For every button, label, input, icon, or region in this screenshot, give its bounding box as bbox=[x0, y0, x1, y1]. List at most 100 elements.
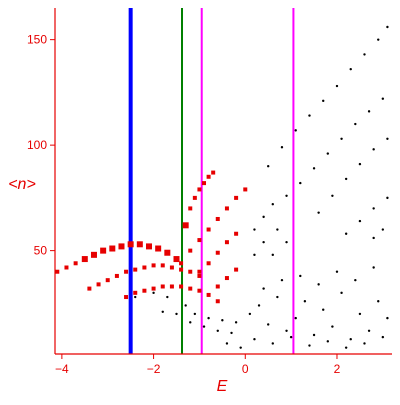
red-square-point bbox=[105, 278, 110, 283]
black-dot-point bbox=[285, 329, 288, 332]
black-dot-point bbox=[358, 219, 362, 223]
black-dot-point bbox=[267, 323, 270, 326]
red-square-point bbox=[160, 263, 165, 268]
red-square-point bbox=[155, 245, 162, 252]
black-dot-point bbox=[372, 266, 375, 269]
black-dot-point bbox=[363, 342, 366, 345]
black-dot-point bbox=[386, 25, 389, 29]
red-square-point bbox=[188, 248, 193, 253]
black-dot-point bbox=[326, 340, 330, 343]
black-dot-point bbox=[253, 228, 256, 231]
black-dot-point bbox=[285, 240, 288, 244]
red-square-point bbox=[169, 284, 174, 289]
black-dot-point bbox=[386, 196, 389, 200]
black-dot-point bbox=[344, 177, 348, 181]
black-dot-point bbox=[262, 287, 265, 290]
black-dot-point bbox=[317, 211, 320, 214]
red-square-point bbox=[142, 265, 147, 270]
red-square-point bbox=[192, 195, 197, 200]
black-dot-point bbox=[248, 312, 252, 316]
black-dot-point bbox=[367, 110, 371, 113]
red-square-point bbox=[124, 295, 129, 300]
red-square-point bbox=[206, 227, 211, 232]
red-square-point bbox=[188, 286, 193, 291]
red-square-point bbox=[87, 286, 92, 291]
red-square-point bbox=[206, 174, 211, 179]
red-square-point bbox=[206, 261, 211, 266]
black-dot-point bbox=[271, 203, 274, 206]
black-dot-point bbox=[294, 316, 297, 320]
red-square-point bbox=[118, 243, 125, 250]
black-dot-point bbox=[271, 342, 274, 345]
red-square-point bbox=[151, 263, 156, 268]
black-dot-point bbox=[367, 329, 371, 332]
red-square-point bbox=[188, 206, 193, 211]
red-square-point bbox=[211, 170, 216, 175]
red-square-point bbox=[109, 245, 116, 252]
red-square-point bbox=[215, 216, 220, 221]
black-dot-point bbox=[166, 295, 169, 299]
black-dot-point bbox=[322, 308, 325, 311]
red-square-point bbox=[234, 267, 239, 272]
red-square-point bbox=[169, 265, 174, 270]
black-dot-point bbox=[234, 321, 238, 324]
red-square-point bbox=[197, 238, 202, 243]
black-dot-point bbox=[280, 278, 284, 282]
black-dot-point bbox=[216, 329, 219, 332]
data-points-layer bbox=[55, 25, 389, 349]
red-square-point bbox=[188, 269, 193, 274]
x-tick-label: 2 bbox=[334, 362, 341, 376]
x-tick-label: −2 bbox=[147, 362, 161, 376]
x-axis-label: E bbox=[217, 378, 228, 395]
black-dot-point bbox=[230, 331, 233, 335]
black-dot-point bbox=[184, 304, 187, 307]
red-square-point bbox=[224, 240, 229, 245]
black-dot-point bbox=[193, 312, 197, 316]
black-dot-point bbox=[377, 38, 380, 41]
red-square-point bbox=[224, 276, 229, 281]
black-dot-point bbox=[285, 194, 288, 197]
black-dot-point bbox=[372, 148, 375, 151]
red-square-point bbox=[142, 288, 147, 293]
black-dot-point bbox=[276, 295, 279, 299]
black-dot-point bbox=[340, 291, 343, 295]
black-dot-point bbox=[386, 316, 389, 320]
axis-layer: −4 −2 0 2 50 100 150 bbox=[27, 8, 392, 376]
red-square-point bbox=[151, 286, 156, 291]
black-dot-point bbox=[175, 312, 178, 316]
black-dot-point bbox=[381, 228, 385, 231]
black-dot-point bbox=[280, 146, 284, 149]
black-dot-point bbox=[344, 346, 348, 349]
x-tick-label: 0 bbox=[242, 362, 249, 376]
black-dot-point bbox=[322, 99, 325, 103]
red-square-point bbox=[145, 243, 152, 250]
black-dot-point bbox=[207, 316, 210, 320]
red-square-point bbox=[179, 284, 184, 289]
black-dot-point bbox=[152, 291, 155, 295]
black-dot-point bbox=[331, 325, 334, 328]
red-square-point bbox=[215, 284, 220, 289]
black-dot-point bbox=[253, 338, 256, 341]
y-tick-label: 100 bbox=[27, 138, 47, 152]
red-square-point bbox=[206, 292, 211, 297]
black-dot-point bbox=[299, 274, 302, 278]
black-dot-point bbox=[335, 270, 339, 273]
red-square-point bbox=[224, 206, 229, 211]
red-square-point bbox=[234, 231, 239, 236]
red-square-point bbox=[90, 251, 97, 258]
red-square-point bbox=[136, 241, 143, 248]
red-square-point bbox=[81, 256, 88, 263]
red-square-point bbox=[179, 261, 184, 266]
black-dot-point bbox=[257, 304, 261, 307]
black-dot-point bbox=[349, 67, 352, 71]
y-axis-label: <n> bbox=[8, 176, 36, 193]
black-dot-point bbox=[308, 114, 311, 117]
red-square-point bbox=[197, 187, 202, 192]
black-dot-point bbox=[312, 167, 316, 170]
red-square-point bbox=[215, 299, 220, 304]
vertical-marker-layer bbox=[128, 8, 295, 354]
red-square-point bbox=[164, 249, 171, 256]
black-dot-point bbox=[294, 129, 297, 132]
black-dot-point bbox=[340, 137, 343, 141]
